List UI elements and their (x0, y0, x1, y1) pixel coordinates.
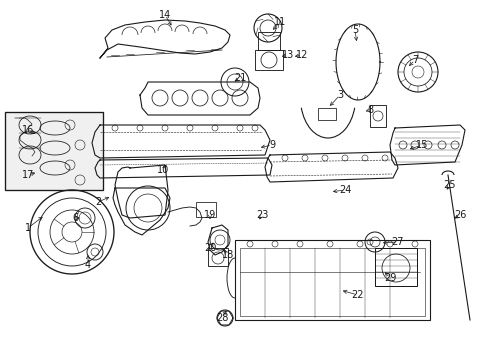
Text: 3: 3 (336, 90, 343, 100)
Text: 7: 7 (411, 55, 417, 65)
Text: 5: 5 (351, 25, 357, 35)
Text: 12: 12 (295, 50, 307, 60)
Text: 25: 25 (443, 180, 455, 190)
Text: 27: 27 (391, 237, 404, 247)
Bar (258, 32, 280, 50)
Text: 8: 8 (366, 105, 372, 115)
Text: 6: 6 (72, 213, 78, 223)
Text: 10: 10 (157, 165, 169, 175)
Text: 20: 20 (203, 243, 216, 253)
Bar (254, 50, 283, 70)
Text: 9: 9 (268, 140, 274, 150)
Text: 2: 2 (95, 197, 101, 207)
Text: 19: 19 (203, 210, 216, 220)
Text: 28: 28 (215, 313, 228, 323)
Text: 4: 4 (85, 260, 91, 270)
Text: 15: 15 (415, 140, 427, 150)
Bar (374, 248, 416, 286)
Bar (196, 202, 216, 217)
Text: 16: 16 (22, 125, 34, 135)
Bar (317, 108, 335, 120)
Text: 22: 22 (351, 290, 364, 300)
Bar (369, 105, 385, 127)
Text: 21: 21 (233, 73, 245, 83)
Text: 26: 26 (453, 210, 465, 220)
Text: 29: 29 (383, 273, 395, 283)
Text: 23: 23 (255, 210, 267, 220)
Text: 13: 13 (281, 50, 293, 60)
Text: 11: 11 (273, 17, 285, 27)
Bar (5, 112, 103, 190)
Text: 1: 1 (25, 223, 31, 233)
Text: 14: 14 (159, 10, 171, 20)
Bar (235, 240, 429, 320)
Text: 24: 24 (338, 185, 350, 195)
Text: 17: 17 (22, 170, 34, 180)
Bar (240, 248, 424, 316)
Text: 18: 18 (222, 250, 234, 260)
Bar (207, 248, 227, 266)
